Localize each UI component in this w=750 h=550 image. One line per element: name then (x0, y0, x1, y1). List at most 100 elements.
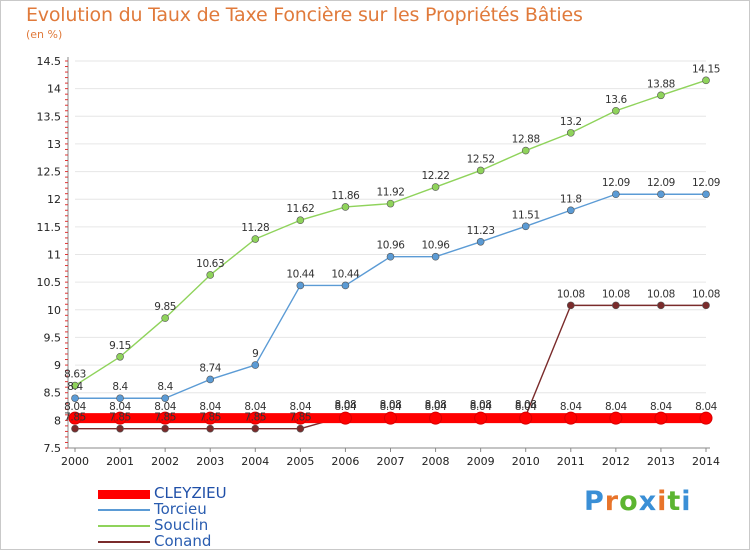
data-point-torcieu (702, 190, 710, 199)
data-label-torcieu: 10.44 (331, 268, 360, 280)
data-label-souclin: 11.62 (286, 203, 314, 215)
data-label-conand: 10.08 (647, 288, 675, 300)
logo-letter: r (604, 486, 620, 517)
logo-letter: i (657, 486, 668, 517)
x-tick-label: 2003 (196, 455, 224, 468)
data-point-souclin (566, 129, 575, 137)
y-tick-label: 8.5 (44, 387, 62, 400)
legend-swatch (98, 525, 150, 527)
data-point-conand (116, 424, 124, 433)
data-point-torcieu (161, 394, 169, 403)
data-point-cleyzieu (564, 411, 578, 425)
data-label-cleyzieu: 8.04 (154, 401, 176, 413)
x-tick-label: 2013 (647, 455, 675, 468)
x-tick-label: 2007 (377, 455, 405, 468)
data-label-conand: 7.85 (289, 412, 311, 424)
y-tick-label: 12 (47, 193, 61, 206)
data-point-torcieu (116, 394, 124, 403)
data-point-souclin (341, 203, 350, 211)
data-point-cleyzieu (519, 411, 533, 425)
data-point-torcieu (296, 281, 305, 290)
data-point-torcieu (657, 190, 665, 199)
data-label-cleyzieu: 8.04 (560, 401, 582, 413)
data-point-conand (251, 424, 260, 433)
data-point-torcieu (521, 222, 530, 231)
data-point-souclin (206, 271, 215, 279)
data-label-conand: 8.08 (515, 399, 537, 411)
data-point-torcieu (476, 237, 485, 246)
y-tick-label: 12.5 (37, 166, 62, 179)
data-label-souclin: 8.63 (64, 369, 86, 381)
logo-letter: o (619, 486, 639, 517)
data-label-torcieu: 10.44 (286, 268, 315, 280)
logo-letter: P (584, 486, 605, 517)
data-label-torcieu: 8.4 (67, 381, 83, 393)
data-point-cleyzieu (68, 411, 82, 425)
data-point-conand (657, 301, 665, 310)
x-tick-label: 2009 (467, 455, 495, 468)
data-label-souclin: 11.86 (331, 190, 360, 202)
y-tick-label: 13 (47, 138, 61, 151)
legend-swatch (98, 509, 150, 511)
data-label-conand: 10.08 (692, 288, 720, 300)
data-label-conand: 7.85 (199, 412, 221, 424)
data-point-cleyzieu (203, 411, 217, 425)
data-label-souclin: 9.15 (109, 340, 131, 352)
data-label-cleyzieu: 8.04 (199, 401, 221, 413)
data-point-cleyzieu (113, 411, 127, 425)
data-label-torcieu: 8.4 (157, 381, 173, 393)
data-label-cleyzieu: 8.04 (605, 401, 627, 413)
logo-letter: t (667, 486, 682, 517)
data-label-torcieu: 8.74 (199, 362, 221, 374)
data-label-souclin: 10.63 (196, 258, 224, 270)
data-point-souclin (251, 235, 260, 243)
x-tick-label: 2012 (602, 455, 630, 468)
data-point-torcieu (612, 190, 620, 199)
y-tick-label: 7.5 (44, 442, 62, 455)
series-line-souclin (74, 79, 707, 387)
data-label-torcieu: 11.8 (560, 193, 582, 205)
data-label-souclin: 13.6 (605, 94, 627, 106)
data-label-conand: 7.85 (244, 412, 266, 424)
legend-swatch (98, 541, 150, 543)
y-tick-label: 13.5 (37, 110, 62, 123)
legend-label: Torcieu (154, 500, 207, 518)
data-label-souclin: 13.88 (647, 78, 675, 90)
data-label-torcieu: 12.09 (692, 177, 720, 189)
y-tick-label: 8 (54, 414, 61, 427)
data-point-cleyzieu (654, 411, 668, 425)
data-label-torcieu: 10.96 (422, 240, 451, 252)
x-tick-label: 2004 (241, 455, 269, 468)
data-label-conand: 8.08 (335, 399, 357, 411)
x-tick-label: 2006 (331, 455, 359, 468)
x-tick-label: 2001 (106, 455, 134, 468)
x-tick-label: 2002 (151, 455, 179, 468)
legend-label: Conand (154, 532, 212, 550)
legend-label: CLEYZIEU (154, 484, 227, 502)
data-point-souclin (71, 381, 79, 390)
data-point-cleyzieu (248, 411, 262, 425)
data-label-cleyzieu: 8.04 (695, 401, 717, 413)
data-point-cleyzieu (158, 411, 172, 425)
data-label-conand: 8.08 (380, 399, 402, 411)
y-tick-label: 10.5 (37, 276, 62, 289)
data-label-cleyzieu: 8.04 (289, 401, 311, 413)
data-label-torcieu: 9 (252, 348, 258, 360)
x-tick-label: 2011 (557, 455, 585, 468)
y-tick-label: 14.5 (37, 55, 62, 68)
data-label-conand: 7.85 (64, 412, 86, 424)
data-point-torcieu (341, 281, 350, 290)
data-label-conand: 7.85 (154, 412, 176, 424)
data-label-cleyzieu: 8.04 (380, 401, 402, 413)
proxiti-logo: Proxiti (584, 486, 692, 517)
data-label-conand: 10.08 (557, 288, 585, 300)
data-point-souclin (476, 166, 485, 175)
data-label-cleyzieu: 8.04 (64, 401, 86, 413)
data-point-conand (161, 424, 169, 433)
data-point-torcieu (206, 375, 215, 384)
data-point-souclin (116, 352, 124, 361)
x-tick-label: 2014 (692, 455, 720, 468)
data-point-conand (702, 301, 710, 310)
